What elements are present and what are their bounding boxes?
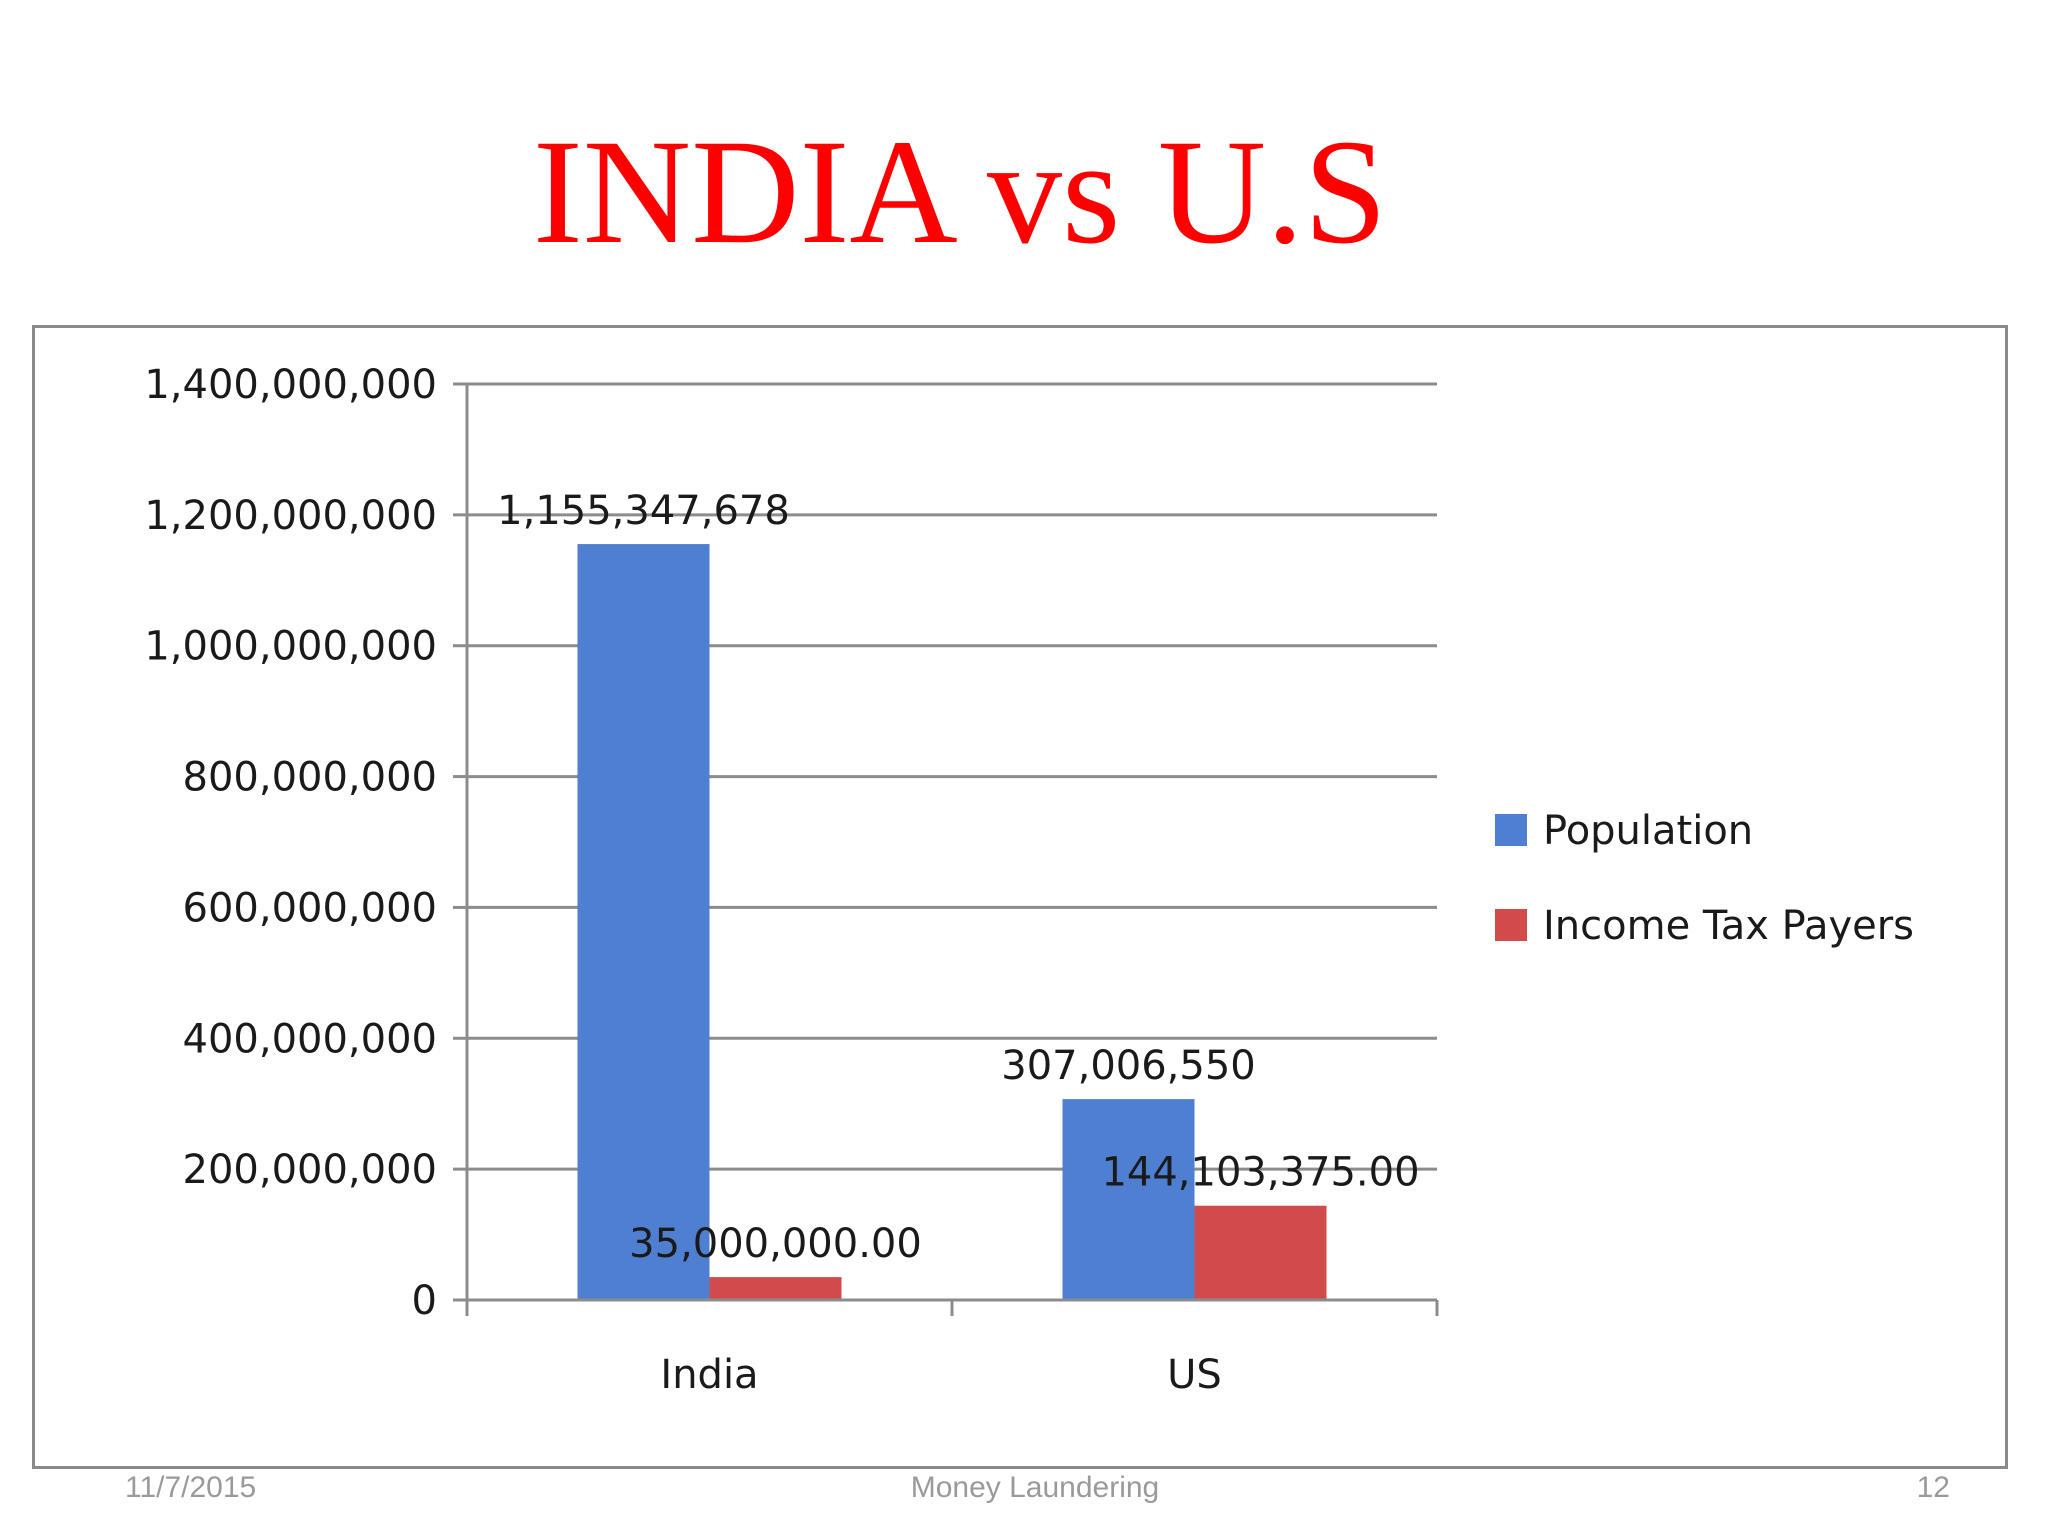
- data-label: 35,000,000.00: [629, 1221, 922, 1267]
- y-tick-label: 200,000,000: [183, 1147, 437, 1193]
- axes: [453, 382, 1439, 1316]
- bar-income-tax-payers-india: [709, 1277, 842, 1300]
- legend-label: Income Tax Payers: [1543, 903, 1914, 949]
- data-label: 144,103,375.00: [1101, 1150, 1419, 1196]
- legend-label: Population: [1543, 808, 1753, 854]
- y-tick-label: 800,000,000: [183, 755, 437, 801]
- y-tick-label: 1,400,000,000: [144, 362, 437, 408]
- y-tick-label: 0: [412, 1278, 437, 1324]
- data-label: 1,155,347,678: [497, 488, 790, 534]
- footer-date: 11/7/2015: [125, 1471, 257, 1504]
- bars: [577, 544, 1327, 1300]
- data-label: 307,006,550: [1001, 1043, 1255, 1089]
- legend: Population Income Tax Payers: [1495, 808, 1914, 949]
- y-tick-label: 400,000,000: [183, 1016, 437, 1062]
- y-tick-label: 600,000,000: [183, 885, 437, 931]
- footer-title: Money Laundering: [910, 1471, 1160, 1504]
- bar-population-india: [577, 544, 710, 1300]
- labels: 0 200,000,000 400,000,000 600,000,000 800,00…: [144, 362, 1419, 1398]
- bar-chart: 0 200,000,000 400,000,000 600,000,000 800,00…: [144, 362, 1914, 1398]
- bar-income-tax-payers-us: [1194, 1205, 1327, 1300]
- slide-title: INDIA vs U.S: [532, 109, 1388, 275]
- y-tick-label: 1,000,000,000: [144, 624, 437, 670]
- legend-swatch: [1495, 814, 1527, 846]
- bar-population-us: [1062, 1099, 1195, 1300]
- chart-frame: 0 200,000,000 400,000,000 600,000,000 800,00…: [32, 325, 2008, 1469]
- page-number: 12: [1916, 1471, 1950, 1504]
- x-category-label: India: [660, 1352, 758, 1398]
- legend-swatch: [1495, 909, 1527, 941]
- y-tick-label: 1,200,000,000: [144, 493, 437, 539]
- x-category-label: US: [1167, 1352, 1222, 1398]
